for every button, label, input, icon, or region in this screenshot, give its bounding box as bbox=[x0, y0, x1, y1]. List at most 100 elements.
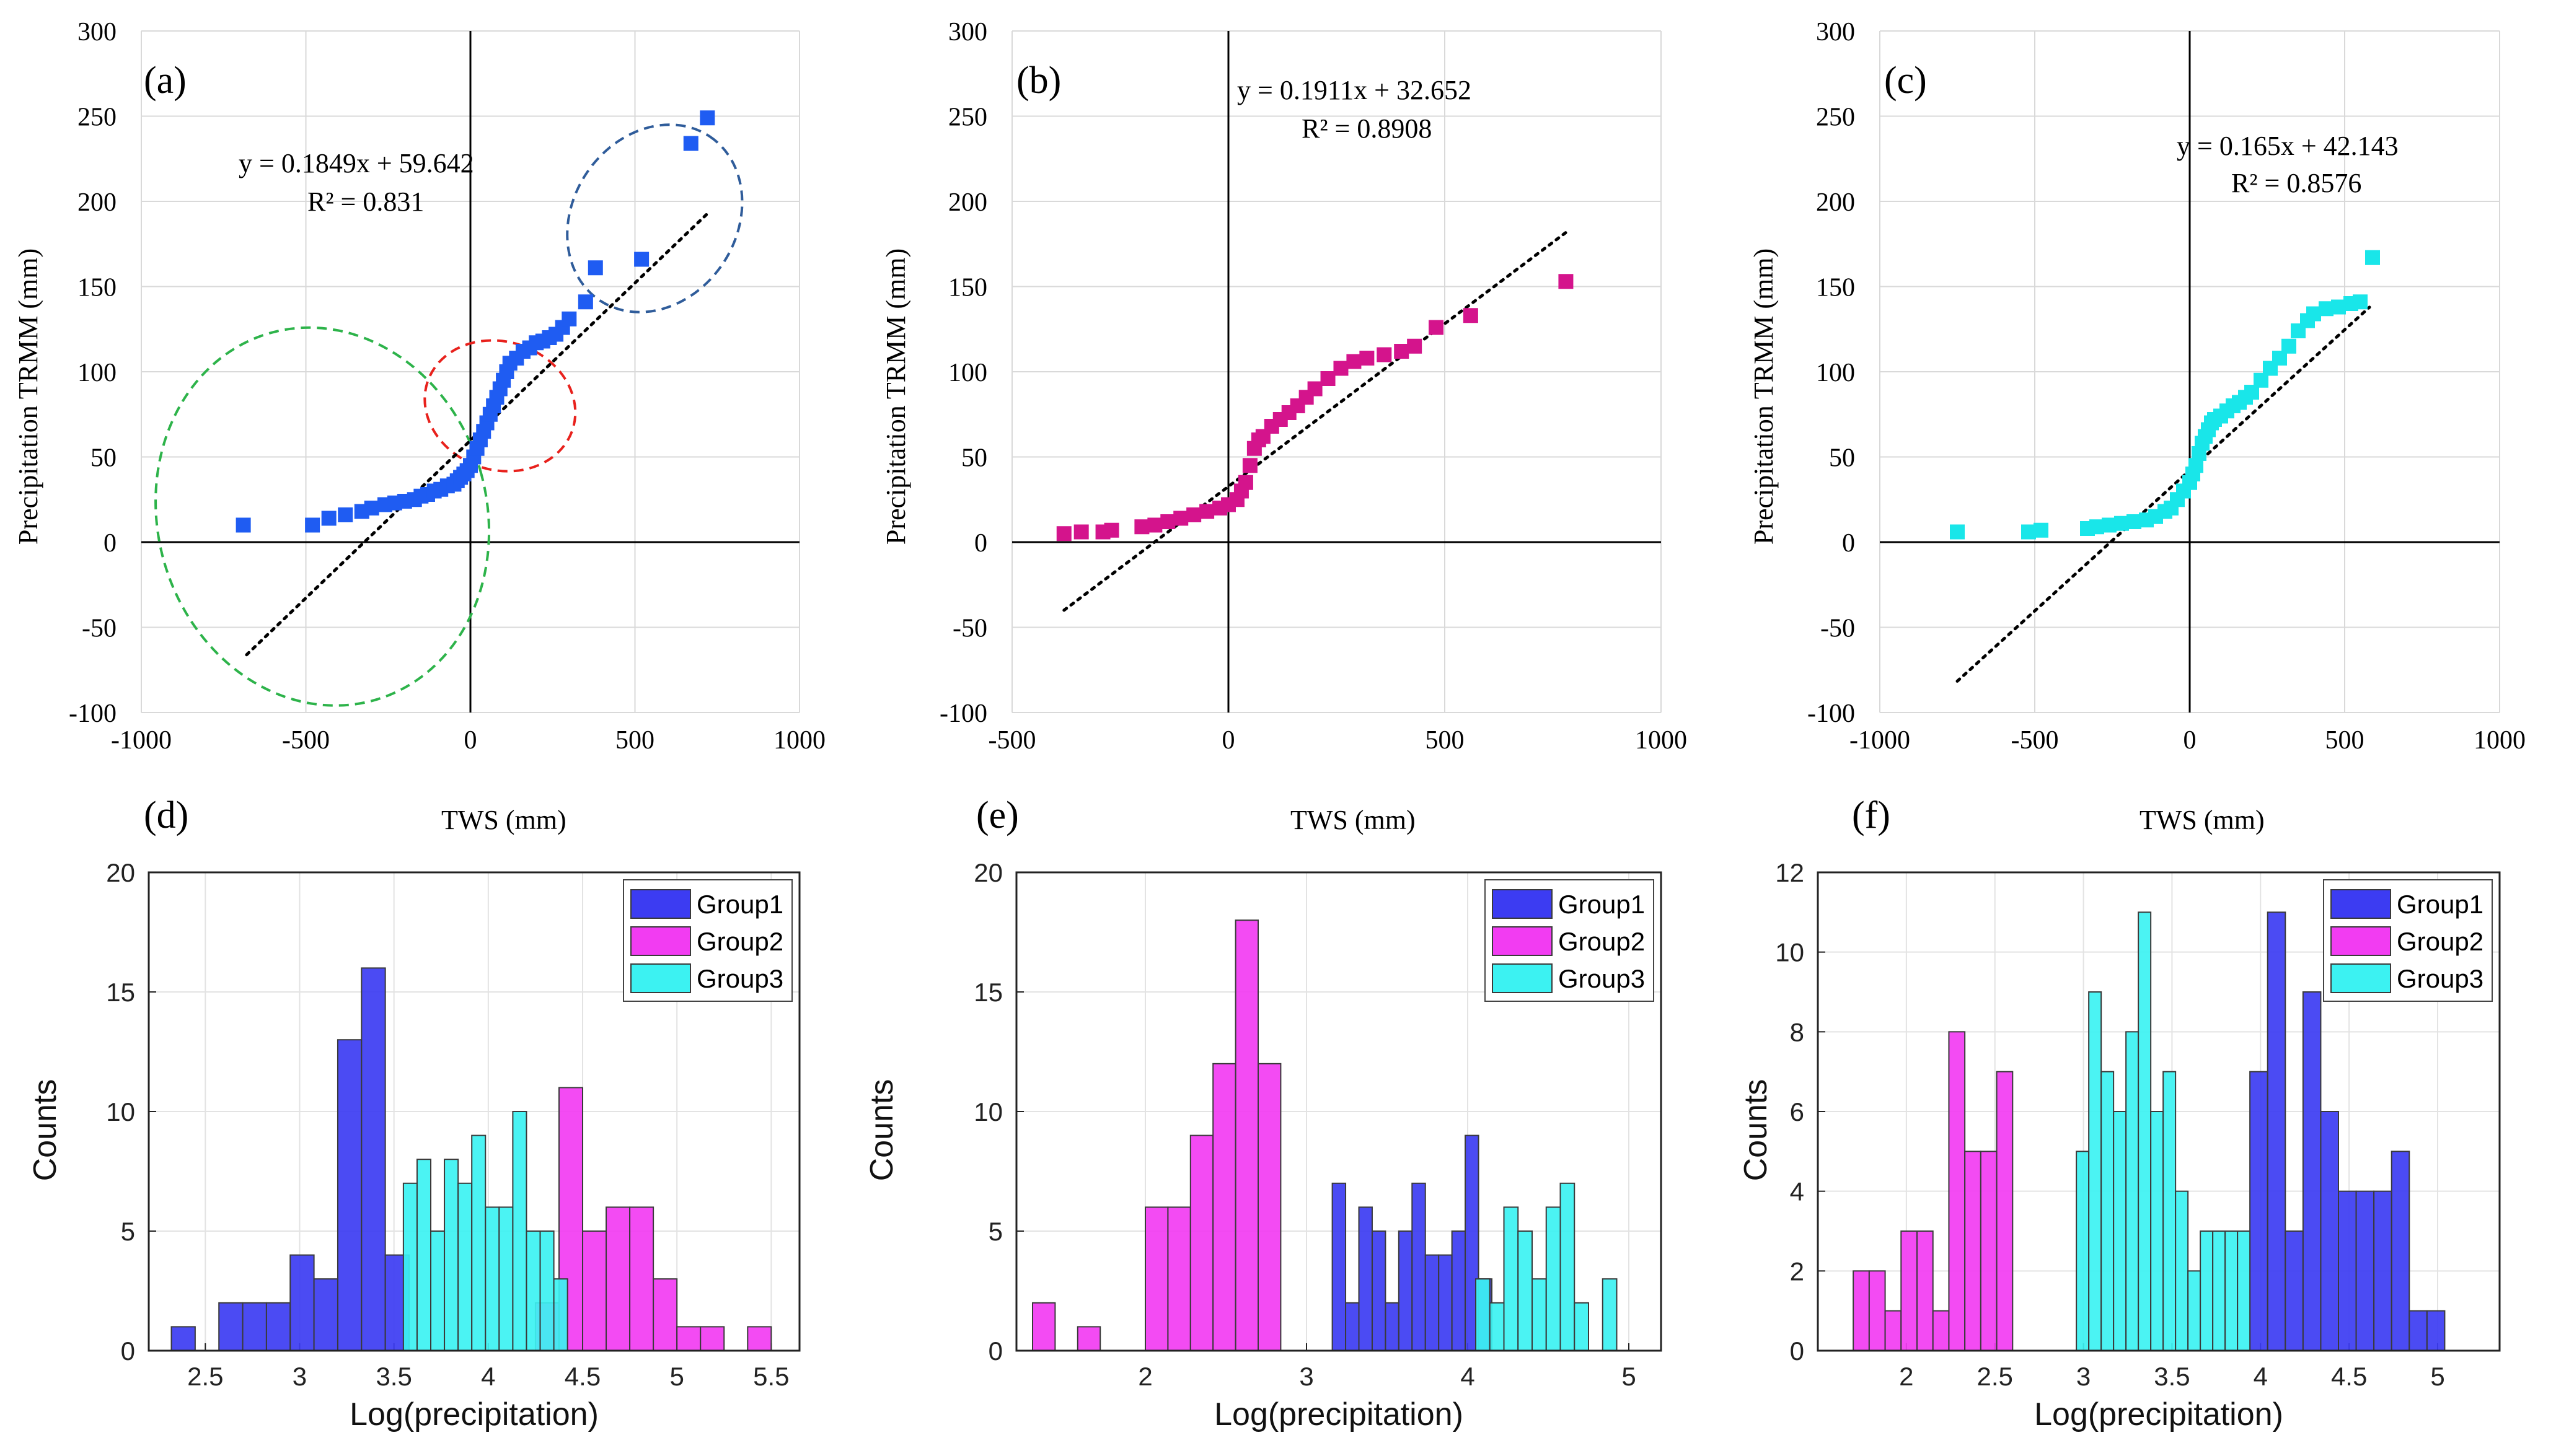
x-tick-label: 2 bbox=[1899, 1362, 1913, 1391]
x-tick-label: -500 bbox=[2011, 726, 2059, 755]
data-point bbox=[1307, 381, 1323, 397]
x-tick-label: 5 bbox=[1621, 1362, 1636, 1391]
x-tick-label: 500 bbox=[2325, 726, 2364, 755]
data-point bbox=[1104, 522, 1119, 538]
x-tick-label: 4.5 bbox=[2331, 1362, 2367, 1391]
histogram-bar-group1 bbox=[1331, 1182, 1347, 1352]
panel-label: (d) bbox=[144, 794, 188, 836]
x-tick-label: 3 bbox=[293, 1362, 307, 1391]
x-tick-label: 5.5 bbox=[753, 1362, 789, 1391]
y-tick-label: 5 bbox=[989, 1217, 1003, 1246]
y-tick-label: 50 bbox=[961, 444, 987, 473]
histogram-bar-group3 bbox=[2100, 1071, 2115, 1351]
y-axis-label: Precipitation TRMM (mm) bbox=[1748, 248, 1779, 545]
histogram-bar-group2 bbox=[1189, 1134, 1214, 1351]
histogram-bar-group2 bbox=[1868, 1270, 1886, 1351]
histogram-bar-group1 bbox=[361, 967, 386, 1351]
histogram-bar-group2 bbox=[1167, 1206, 1191, 1352]
data-point bbox=[1320, 371, 1336, 386]
trend-line bbox=[1062, 230, 1567, 612]
x-tick-label: 1000 bbox=[1635, 726, 1687, 755]
cluster-ellipse bbox=[154, 326, 491, 707]
y-tick-label: 0 bbox=[974, 529, 987, 558]
histogram-bar-group3 bbox=[1475, 1278, 1491, 1351]
y-tick-label: 200 bbox=[1816, 188, 1855, 217]
histogram-bar-group2 bbox=[629, 1206, 654, 1352]
legend-label: Group2 bbox=[697, 927, 783, 956]
x-tick-label: 4 bbox=[2254, 1362, 2268, 1391]
x-tick-label: 5 bbox=[2430, 1362, 2444, 1391]
histogram-bar-group1 bbox=[2285, 1230, 2304, 1351]
histogram-bar-group2 bbox=[1964, 1151, 1981, 1352]
data-point bbox=[2353, 294, 2368, 310]
data-point bbox=[1056, 526, 1072, 542]
histogram-bar-group2 bbox=[1258, 1063, 1282, 1352]
histogram-bar-group1 bbox=[170, 1326, 196, 1351]
y-tick-label: 50 bbox=[1829, 444, 1855, 473]
histogram-panel-e: 0 5 10 15 20 2 3 4 5 Group1 Group2 Group3 (e) Log(pre… bbox=[864, 794, 1662, 1432]
data-point bbox=[683, 136, 698, 151]
legend-label: Group3 bbox=[2397, 964, 2483, 993]
data-point bbox=[1407, 338, 1422, 354]
y-axis-label: Precipitation TRMM (mm) bbox=[881, 248, 911, 545]
data-point bbox=[588, 260, 603, 276]
histogram-bar-group1 bbox=[1398, 1230, 1413, 1351]
legend-swatch bbox=[2330, 963, 2391, 993]
data-point bbox=[1160, 514, 1176, 529]
regression-equation: y = 0.165x + 42.143 bbox=[2177, 131, 2399, 161]
axes-box bbox=[1817, 871, 2501, 1352]
regression-equation: y = 0.1911x + 32.652 bbox=[1237, 75, 1471, 105]
data-point bbox=[236, 517, 251, 533]
x-axis-label: Log(precipitation) bbox=[1214, 1397, 1463, 1432]
trend-line bbox=[245, 212, 709, 657]
axes-box bbox=[1015, 871, 1662, 1352]
data-point bbox=[1377, 347, 1392, 362]
cluster-ellipse bbox=[566, 123, 744, 314]
histogram-bar-group2 bbox=[1948, 1031, 1966, 1352]
histogram-bar-group3 bbox=[2224, 1230, 2239, 1351]
data-point bbox=[578, 294, 593, 310]
data-point bbox=[562, 311, 577, 327]
panel-label: (b) bbox=[1016, 59, 1061, 102]
legend-label: Group3 bbox=[1558, 964, 1645, 993]
legend-swatch bbox=[1492, 926, 1553, 956]
data-point bbox=[338, 507, 353, 522]
histogram-bar-group2 bbox=[1077, 1326, 1101, 1351]
data-point bbox=[1173, 511, 1189, 526]
histogram-bar-group1 bbox=[1371, 1230, 1386, 1351]
histogram-bar-group3 bbox=[1489, 1302, 1505, 1352]
data-point bbox=[364, 501, 379, 515]
y-tick-label: 150 bbox=[77, 274, 117, 302]
legend-swatch bbox=[2330, 889, 2391, 919]
y-tick-label: 250 bbox=[948, 103, 987, 132]
histogram-bar-group3 bbox=[485, 1206, 500, 1352]
y-tick-label: 10 bbox=[974, 1097, 1003, 1126]
data-point bbox=[1238, 475, 1253, 490]
histogram-bar-group1 bbox=[2373, 1190, 2392, 1351]
y-tick-label: -100 bbox=[69, 699, 117, 728]
y-tick-label: 250 bbox=[1816, 103, 1855, 132]
data-point bbox=[1242, 458, 1258, 473]
histogram-bar-group3 bbox=[2113, 1111, 2127, 1351]
histogram-bar-group1 bbox=[2249, 1071, 2268, 1351]
y-tick-label: 200 bbox=[77, 188, 117, 217]
histogram-bar-group2 bbox=[1853, 1270, 1870, 1351]
y-tick-label: 0 bbox=[104, 529, 117, 558]
histogram-bar-group3 bbox=[553, 1278, 568, 1351]
data-point bbox=[1199, 504, 1215, 519]
y-tick-label: 5 bbox=[121, 1217, 135, 1246]
histogram-bar-group3 bbox=[1545, 1206, 1561, 1352]
histogram-panel-f: 0 2 4 6 8 10 12 2 2.5 3 3.5 4 4.5 5 Group1 Group2 Group3… bbox=[1738, 794, 2501, 1432]
legend-swatch bbox=[1492, 963, 1553, 993]
histogram-bar-group2 bbox=[1145, 1206, 1169, 1352]
legend-label: Group1 bbox=[1558, 890, 1645, 919]
histogram-bar-group2 bbox=[747, 1326, 772, 1351]
y-tick-label: 50 bbox=[90, 444, 117, 473]
histogram-bar-group2 bbox=[1212, 1063, 1236, 1352]
histogram-bar-group1 bbox=[1385, 1302, 1399, 1352]
histogram-bar-group1 bbox=[289, 1254, 315, 1351]
y-tick-label: 200 bbox=[948, 188, 987, 217]
y-tick-label: 0 bbox=[121, 1336, 135, 1366]
legend-swatch bbox=[630, 889, 691, 919]
